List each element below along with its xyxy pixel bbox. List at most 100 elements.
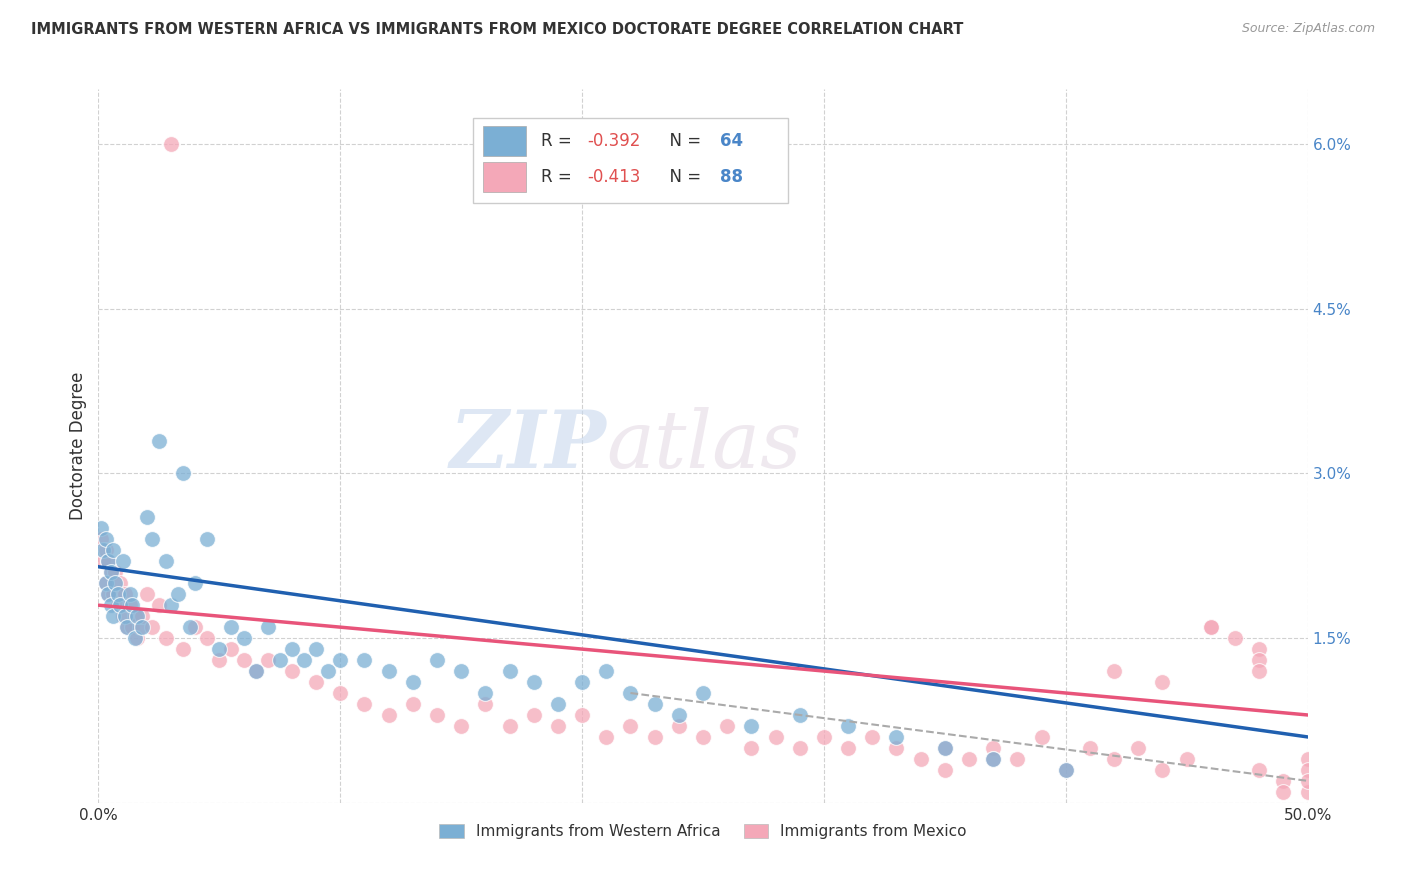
Point [619,719,641,733]
Point [668,708,690,723]
Point [172,642,194,657]
Point [232,653,254,667]
Point [111,609,134,624]
Point [184,576,207,591]
Point [474,686,496,700]
Point [94,576,117,591]
Point [127,609,149,624]
Point [1175,752,1198,766]
Point [155,554,177,568]
Point [450,719,472,733]
Text: -0.413: -0.413 [586,168,640,186]
Point [114,587,136,601]
Point [131,609,153,624]
Point [155,631,177,645]
Point [1249,664,1271,678]
Point [523,675,546,690]
Point [91,554,114,568]
Point [160,137,183,152]
Point [160,598,183,612]
Point [269,653,291,667]
Point [1199,620,1222,634]
Point [121,598,143,612]
Point [1031,730,1053,744]
Point [1296,752,1319,766]
Point [221,620,243,634]
FancyBboxPatch shape [482,127,526,156]
Point [1249,653,1271,667]
Point [329,686,352,700]
Point [498,719,520,733]
Point [740,719,762,733]
Point [101,587,124,601]
Point [131,620,153,634]
Point [111,554,134,568]
Point [281,642,304,657]
Point [124,609,146,624]
Point [100,566,122,580]
Point [498,664,520,678]
Point [1054,763,1077,777]
Legend: Immigrants from Western Africa, Immigrants from Mexico: Immigrants from Western Africa, Immigran… [433,818,973,845]
Point [402,697,425,711]
Point [1296,763,1319,777]
Point [789,740,811,755]
Point [981,740,1004,755]
Text: ZIP: ZIP [450,408,606,484]
Point [1272,785,1295,799]
Point [94,576,117,591]
Point [1152,675,1174,690]
Point [107,587,129,601]
Point [813,730,835,744]
Point [860,730,883,744]
Point [208,653,231,667]
Point [118,587,141,601]
Point [547,697,569,711]
Point [97,554,120,568]
Point [104,576,127,591]
Point [1223,631,1246,645]
Point [1152,763,1174,777]
Point [94,543,117,558]
Point [1199,620,1222,634]
Point [934,740,956,755]
Point [1249,642,1271,657]
Point [523,708,546,723]
Point [329,653,352,667]
Text: Source: ZipAtlas.com: Source: ZipAtlas.com [1241,22,1375,36]
Point [886,730,908,744]
Point [716,719,738,733]
Point [1102,752,1125,766]
FancyBboxPatch shape [474,118,787,203]
Point [957,752,980,766]
Point [740,740,762,755]
Text: R =: R = [541,168,576,186]
Point [167,587,190,601]
Point [232,631,254,645]
Text: IMMIGRANTS FROM WESTERN AFRICA VS IMMIGRANTS FROM MEXICO DOCTORATE DEGREE CORREL: IMMIGRANTS FROM WESTERN AFRICA VS IMMIGR… [31,22,963,37]
Point [101,543,124,558]
Point [886,740,908,755]
Text: R =: R = [541,132,576,150]
Point [377,708,399,723]
Point [789,708,811,723]
Point [353,697,375,711]
Point [184,620,207,634]
Point [837,719,859,733]
Point [100,598,122,612]
Point [101,609,124,624]
Text: N =: N = [659,168,707,186]
Point [127,631,149,645]
Point [571,708,593,723]
Point [108,598,131,612]
Point [1249,763,1271,777]
Point [1078,740,1101,755]
Point [90,521,112,535]
Point [305,642,328,657]
Point [1296,773,1319,788]
Point [128,620,150,634]
Point [118,598,141,612]
Point [124,631,146,645]
Point [910,752,932,766]
Point [595,664,617,678]
